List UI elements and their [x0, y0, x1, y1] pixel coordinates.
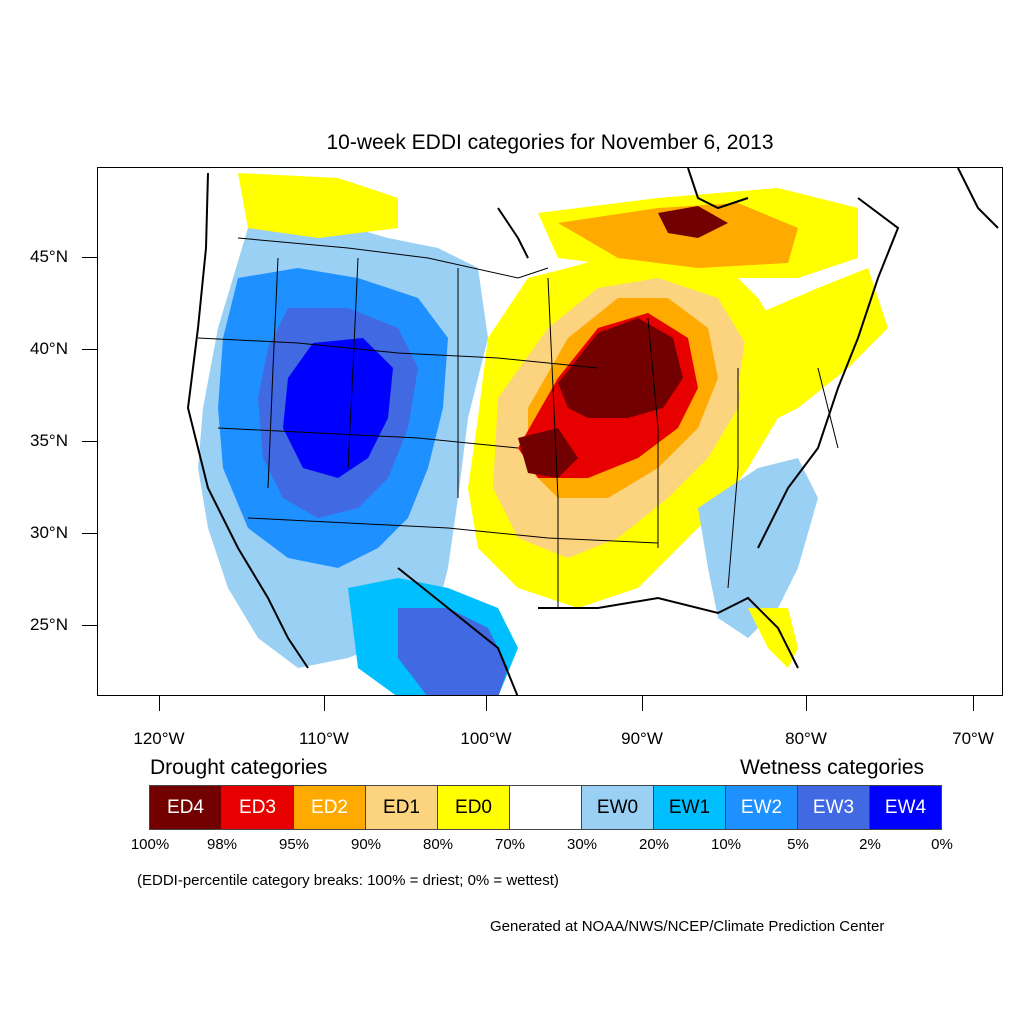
- legend-break-label: 0%: [931, 836, 953, 853]
- credit-text: Generated at NOAA/NWS/NCEP/Climate Predi…: [490, 918, 885, 935]
- central-ed4-region: [558, 318, 683, 418]
- canada-ed2-band: [558, 203, 798, 268]
- kansas-ed4-region: [518, 428, 578, 478]
- lat-label-35: 35°N: [30, 431, 68, 450]
- legend-break-label: 95%: [278, 836, 310, 853]
- lat-label-40: 40°N: [30, 339, 68, 358]
- florida-ed0-region: [748, 608, 798, 668]
- legend-break-label: 10%: [710, 836, 742, 853]
- legend-box-neutral: [509, 785, 582, 830]
- northwest-ed0-region: [238, 173, 398, 238]
- lon-tick: [324, 696, 325, 711]
- lon-label-120: 120°W: [133, 729, 185, 748]
- legend-box-ed0: ED0: [437, 785, 510, 830]
- lon-tick: [642, 696, 643, 711]
- lat-tick: [82, 441, 97, 442]
- west-ew4-region: [283, 338, 393, 478]
- legend-box-ew4: EW4: [869, 785, 942, 830]
- legend-box-ew1: EW1: [653, 785, 726, 830]
- lon-label-100: 100°W: [460, 729, 512, 748]
- legend-break-label: 70%: [494, 836, 526, 853]
- lon-tick: [159, 696, 160, 711]
- legend-box-ew2: EW2: [725, 785, 798, 830]
- legend-break-label: 98%: [206, 836, 238, 853]
- coastline-lines: [186, 168, 999, 695]
- texas-ew3-region: [398, 608, 508, 695]
- lon-label-70: 70°W: [952, 729, 994, 748]
- legend-break-label: 5%: [787, 836, 809, 853]
- legend-break-label: 80%: [422, 836, 454, 853]
- legend-break-label: 2%: [859, 836, 881, 853]
- drought-categories-heading: Drought categories: [150, 756, 328, 779]
- boundary-lines: [197, 237, 839, 608]
- lat-label-30: 30°N: [30, 523, 68, 542]
- northeast-ed0-region: [738, 268, 888, 428]
- legend-break-label: 100%: [130, 836, 170, 853]
- legend-box-ed3: ED3: [221, 785, 294, 830]
- legend-color-bar: ED4 ED3 ED2 ED1 ED0 EW0 EW1 EW2 EW3 EW4: [149, 785, 942, 830]
- legend-box-ed4: ED4: [149, 785, 222, 830]
- lat-label-25: 25°N: [30, 615, 68, 634]
- lat-tick: [82, 533, 97, 534]
- lat-tick: [82, 257, 97, 258]
- legend-box-ew3: EW3: [797, 785, 870, 830]
- lat-tick: [82, 625, 97, 626]
- lon-label-110: 110°W: [299, 729, 349, 748]
- wetness-categories-heading: Wetness categories: [740, 756, 925, 779]
- map-panel: [97, 167, 1003, 696]
- eddi-map: [98, 168, 1002, 695]
- lon-tick: [806, 696, 807, 711]
- legend-break-label: 90%: [350, 836, 382, 853]
- legend-break-label: 20%: [638, 836, 670, 853]
- lat-label-45: 45°N: [30, 247, 68, 266]
- canada-ed4-band: [658, 206, 728, 238]
- lon-label-90: 90°W: [621, 729, 663, 748]
- legend-box-ed1: ED1: [365, 785, 438, 830]
- lon-label-80: 80°W: [785, 729, 827, 748]
- legend-box-ew0: EW0: [581, 785, 654, 830]
- map-title: 10-week EDDI categories for November 6, …: [326, 131, 774, 154]
- lon-tick: [973, 696, 974, 711]
- legend-break-label: 30%: [566, 836, 598, 853]
- category-breaks-note: (EDDI-percentile category breaks: 100% =…: [137, 872, 559, 889]
- lon-tick: [486, 696, 487, 711]
- lat-tick: [82, 349, 97, 350]
- legend-box-ed2: ED2: [293, 785, 366, 830]
